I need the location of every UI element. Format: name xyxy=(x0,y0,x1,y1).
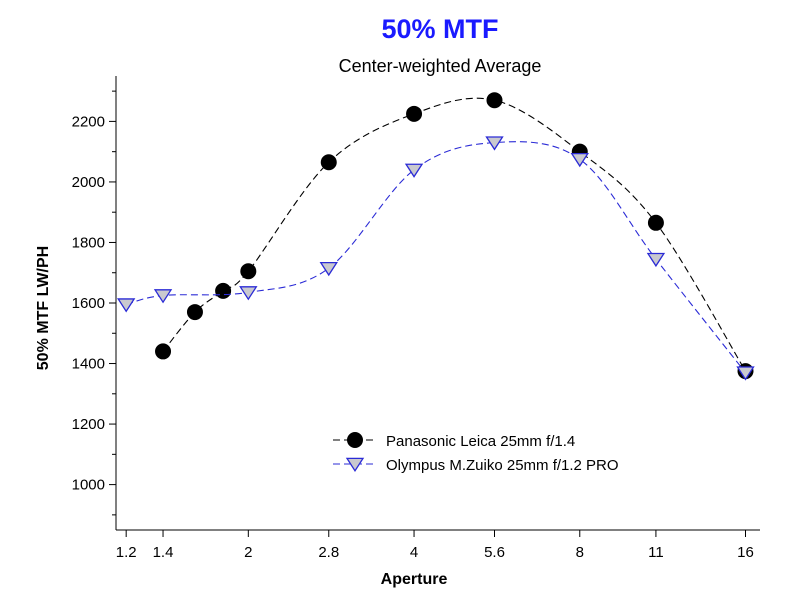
y-tick-label: 1400 xyxy=(72,356,105,373)
y-tick-label: 1200 xyxy=(72,416,105,433)
series-2-point xyxy=(116,298,136,313)
x-tick-label: 4 xyxy=(410,544,418,561)
y-tick-label: 1000 xyxy=(72,477,105,494)
x-axis-label: Aperture xyxy=(381,571,448,588)
x-tick-label: 8 xyxy=(576,544,584,561)
series-2-point xyxy=(485,136,504,151)
series-2-point xyxy=(646,252,666,268)
series-line-1 xyxy=(162,97,746,372)
series-1-point xyxy=(240,263,257,280)
series-2-point xyxy=(736,366,755,381)
x-tick-label: 1.4 xyxy=(153,544,174,561)
chart-title: 50% MTF xyxy=(381,14,499,44)
x-tick-label: 16 xyxy=(737,544,754,561)
series-1-point xyxy=(647,214,664,231)
series-line-2 xyxy=(126,141,746,373)
legend-label: Olympus M.Zuiko 25mm f/1.2 PRO xyxy=(386,457,619,474)
legend-label: Panasonic Leica 25mm f/1.4 xyxy=(386,433,575,450)
y-axis-label: 50% MTF LW/PH xyxy=(35,246,52,370)
series-2-point xyxy=(153,289,173,304)
y-tick-label: 2000 xyxy=(72,174,105,191)
x-tick-label: 2.8 xyxy=(318,544,339,561)
x-tick-label: 2 xyxy=(244,544,252,561)
series-1-point xyxy=(155,343,172,360)
y-tick-label: 1800 xyxy=(72,234,105,251)
series-1-point xyxy=(186,304,203,321)
y-tick-label: 1600 xyxy=(72,295,105,312)
series-1-point xyxy=(215,282,232,299)
series-1-point xyxy=(486,92,503,109)
x-tick-label: 11 xyxy=(648,544,664,561)
x-tick-label: 1.2 xyxy=(116,544,137,561)
series-2-point xyxy=(319,261,338,277)
chart-subtitle: Center-weighted Average xyxy=(338,56,542,76)
legend-marker xyxy=(345,457,365,472)
series-2-point xyxy=(570,152,589,168)
series-1-point xyxy=(406,105,423,122)
series-1-point xyxy=(320,154,337,171)
series-2-point xyxy=(239,286,258,301)
x-tick-label: 5.6 xyxy=(484,544,505,561)
y-tick-label: 2200 xyxy=(72,113,105,130)
legend-marker xyxy=(347,432,363,448)
series-2-point xyxy=(404,163,424,178)
